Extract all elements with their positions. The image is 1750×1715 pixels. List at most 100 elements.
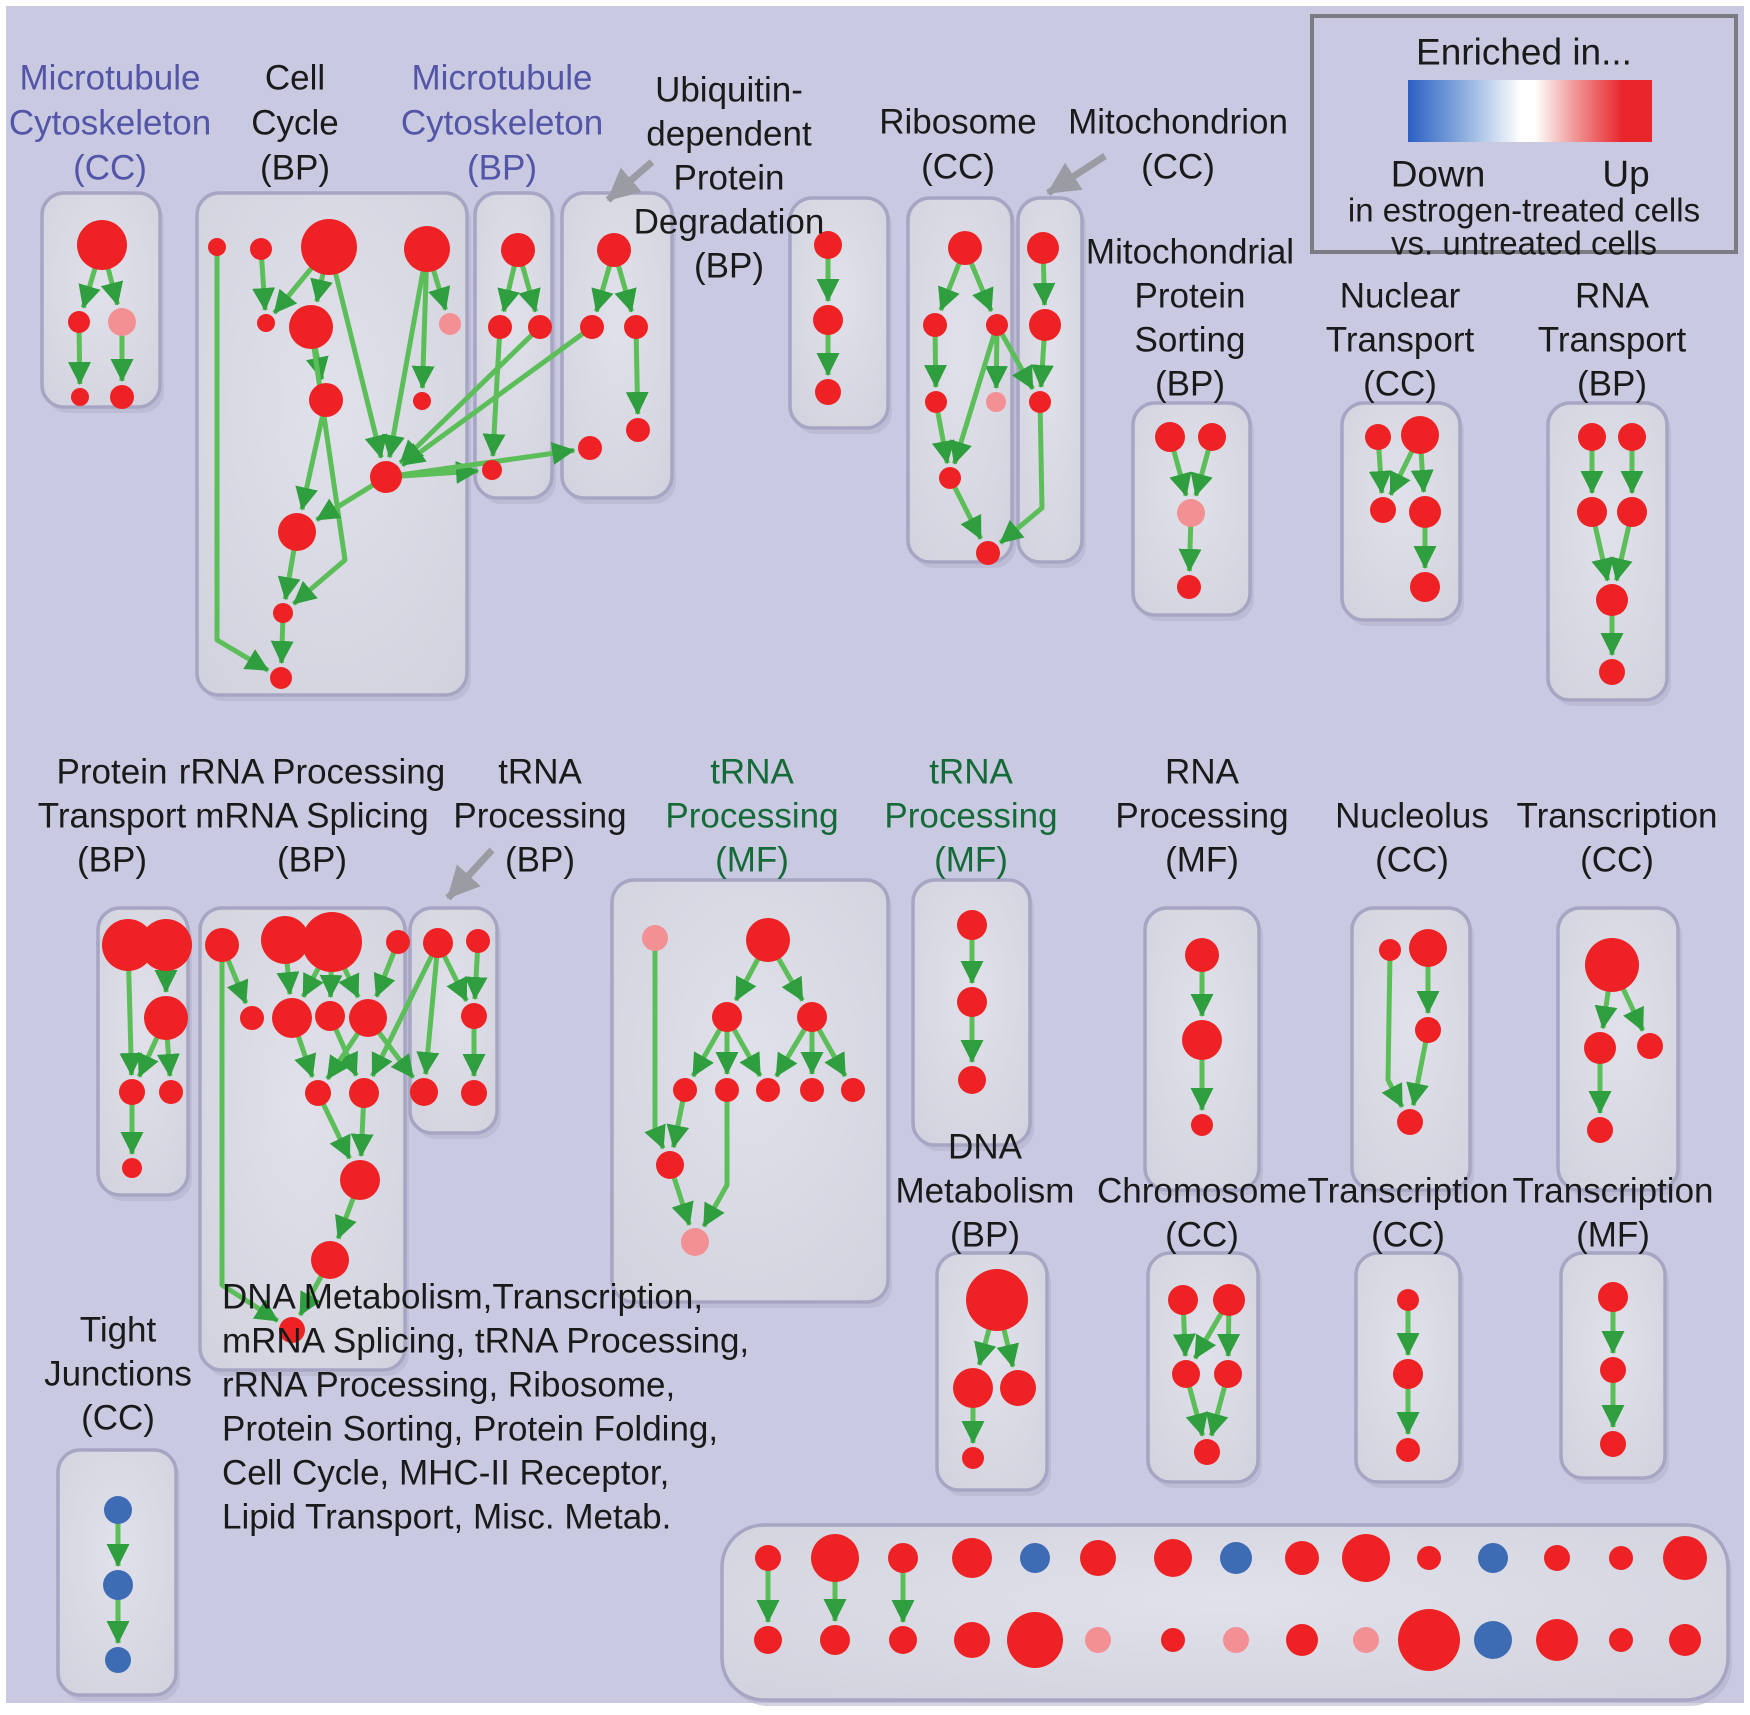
cluster-label-pt: Transport xyxy=(38,797,187,836)
go-term-node-rr-13 xyxy=(279,1317,305,1343)
relationship-edge xyxy=(272,265,315,315)
relationship-edge xyxy=(644,949,666,1150)
go-term-node-misc-b14 xyxy=(1609,1628,1633,1652)
relationship-edge xyxy=(1169,448,1192,497)
cluster-label-trna-bp: (BP) xyxy=(505,841,575,880)
relationship-edge xyxy=(1594,989,1618,1030)
go-term-node-misc-t3 xyxy=(888,1543,918,1573)
go-term-node-rr-5 xyxy=(240,1006,264,1030)
go-term-node-tc2-2 xyxy=(1584,1032,1616,1064)
cluster-label-ribosome: (CC) xyxy=(921,148,995,187)
cluster-label-trans-cc2: (CC) xyxy=(1580,841,1654,880)
relationship-edge xyxy=(338,966,361,999)
cluster-label-mt-bp: (BP) xyxy=(467,149,537,188)
relationship-edge xyxy=(68,330,92,385)
cluster-label-pt: (BP) xyxy=(77,841,147,880)
legend-title: Enriched in... xyxy=(1416,32,1632,73)
go-term-node-pt-4 xyxy=(119,1079,145,1105)
relationship-edge xyxy=(666,1099,690,1149)
go-term-node-misc-b10 xyxy=(1353,1627,1379,1653)
go-term-node-mt-cc-d xyxy=(71,388,89,406)
relationship-edge xyxy=(1620,986,1646,1032)
relationship-edge xyxy=(214,254,270,673)
legend-down-label: Down xyxy=(1391,154,1486,195)
relationship-edge xyxy=(398,332,535,465)
relationship-edge xyxy=(400,330,586,468)
cluster-label-chrom: (CC) xyxy=(1165,1216,1239,1255)
relationship-edge xyxy=(518,263,541,313)
go-term-node-dm-3 xyxy=(1000,1370,1036,1406)
cluster-label-mps: Protein xyxy=(1135,277,1246,316)
go-term-node-tm2-1 xyxy=(957,910,987,940)
relationship-edge xyxy=(938,261,962,312)
go-term-node-tb-1 xyxy=(423,928,453,958)
go-term-node-mtbp-2 xyxy=(488,315,512,339)
relationship-edge xyxy=(119,968,143,1076)
cluster-label-rnat: (BP) xyxy=(1577,365,1647,404)
relationship-edge xyxy=(951,484,984,540)
go-term-node-ch-5 xyxy=(1194,1439,1220,1465)
cluster-label-rna-proc: RNA xyxy=(1165,753,1240,792)
relationship-edge xyxy=(376,1030,416,1080)
go-term-node-tm2-2 xyxy=(957,987,987,1017)
relationship-edge xyxy=(332,271,388,459)
relationship-edge xyxy=(370,953,435,1078)
go-term-node-tc2-4 xyxy=(1587,1117,1613,1143)
go-term-node-cc-4 xyxy=(404,226,450,272)
go-term-node-ub1-1 xyxy=(814,231,842,259)
go-term-node-rr-4 xyxy=(386,930,410,954)
go-term-node-tm1-p1 xyxy=(642,925,668,951)
cluster-label-trans-cc3: Transcription xyxy=(1308,1172,1509,1211)
go-term-node-rr-7 xyxy=(315,1001,345,1031)
go-term-node-misc-t5 xyxy=(1020,1543,1050,1573)
relationship-edge xyxy=(277,548,301,601)
go-term-node-misc-t11 xyxy=(1417,1546,1441,1570)
go-term-node-misc-b3 xyxy=(889,1626,917,1654)
go-term-node-tm2-3 xyxy=(958,1066,986,1094)
go-term-node-misc-t14 xyxy=(1609,1546,1633,1570)
go-term-node-pt-1 xyxy=(102,919,154,971)
cluster-label-trans-cc3: (CC) xyxy=(1371,1216,1445,1255)
cluster-label-trna-mf2: Processing xyxy=(884,797,1057,836)
relationship-edge xyxy=(464,950,488,1000)
relationship-edge xyxy=(931,410,955,465)
relationship-edge xyxy=(497,264,520,313)
go-term-node-cc-6 xyxy=(289,305,333,349)
go-term-node-cc-12 xyxy=(273,603,293,623)
go-term-node-rb-6 xyxy=(939,467,961,489)
relationship-edge xyxy=(411,269,435,389)
relationship-edge xyxy=(300,965,324,998)
relationship-edge xyxy=(1206,1384,1229,1437)
go-term-node-tb-4 xyxy=(410,1078,438,1106)
go-term-node-misc-b11 xyxy=(1398,1609,1460,1671)
cluster-label-mt-bp: Microtubule xyxy=(412,59,593,98)
relationship-edge xyxy=(156,1037,180,1077)
go-term-node-ub2-4 xyxy=(578,436,602,460)
cluster-box-tc2 xyxy=(1556,906,1680,1192)
go-term-node-tb-3 xyxy=(461,1003,487,1029)
relationship-edge xyxy=(1388,449,1415,496)
go-term-node-nt-1 xyxy=(1365,424,1391,450)
legend-caption: vs. untreated cells xyxy=(1391,225,1657,262)
go-term-node-pt-5 xyxy=(159,1080,183,1104)
cluster-label-rrna: (BP) xyxy=(277,841,347,880)
annotation-arrow-icon xyxy=(445,847,495,901)
cluster-label-dnam: Metabolism xyxy=(896,1172,1075,1211)
cluster-label-dnam: (BP) xyxy=(950,1216,1020,1255)
relationship-edge xyxy=(1591,524,1614,582)
go-term-node-rr-9 xyxy=(305,1080,331,1106)
relationship-edge xyxy=(974,1327,997,1366)
go-term-node-tmf-2 xyxy=(1600,1357,1626,1383)
relationship-edge xyxy=(1178,524,1202,572)
go-term-node-rt-5 xyxy=(1596,584,1628,616)
go-term-node-mps-2 xyxy=(1198,423,1226,451)
cluster-label-misc: DNA Metabolism,Transcription, xyxy=(222,1278,703,1317)
go-term-node-cc-10 xyxy=(370,461,402,493)
annotation-arrow-icon xyxy=(1046,153,1107,196)
go-term-node-cc-9 xyxy=(413,392,431,410)
cluster-label-mito: (CC) xyxy=(1141,148,1215,187)
go-term-node-tc2-3 xyxy=(1637,1033,1663,1059)
cluster-box-nl xyxy=(1350,906,1472,1192)
go-term-node-misc-t4 xyxy=(952,1538,992,1578)
go-term-node-rb-5 xyxy=(986,392,1006,412)
